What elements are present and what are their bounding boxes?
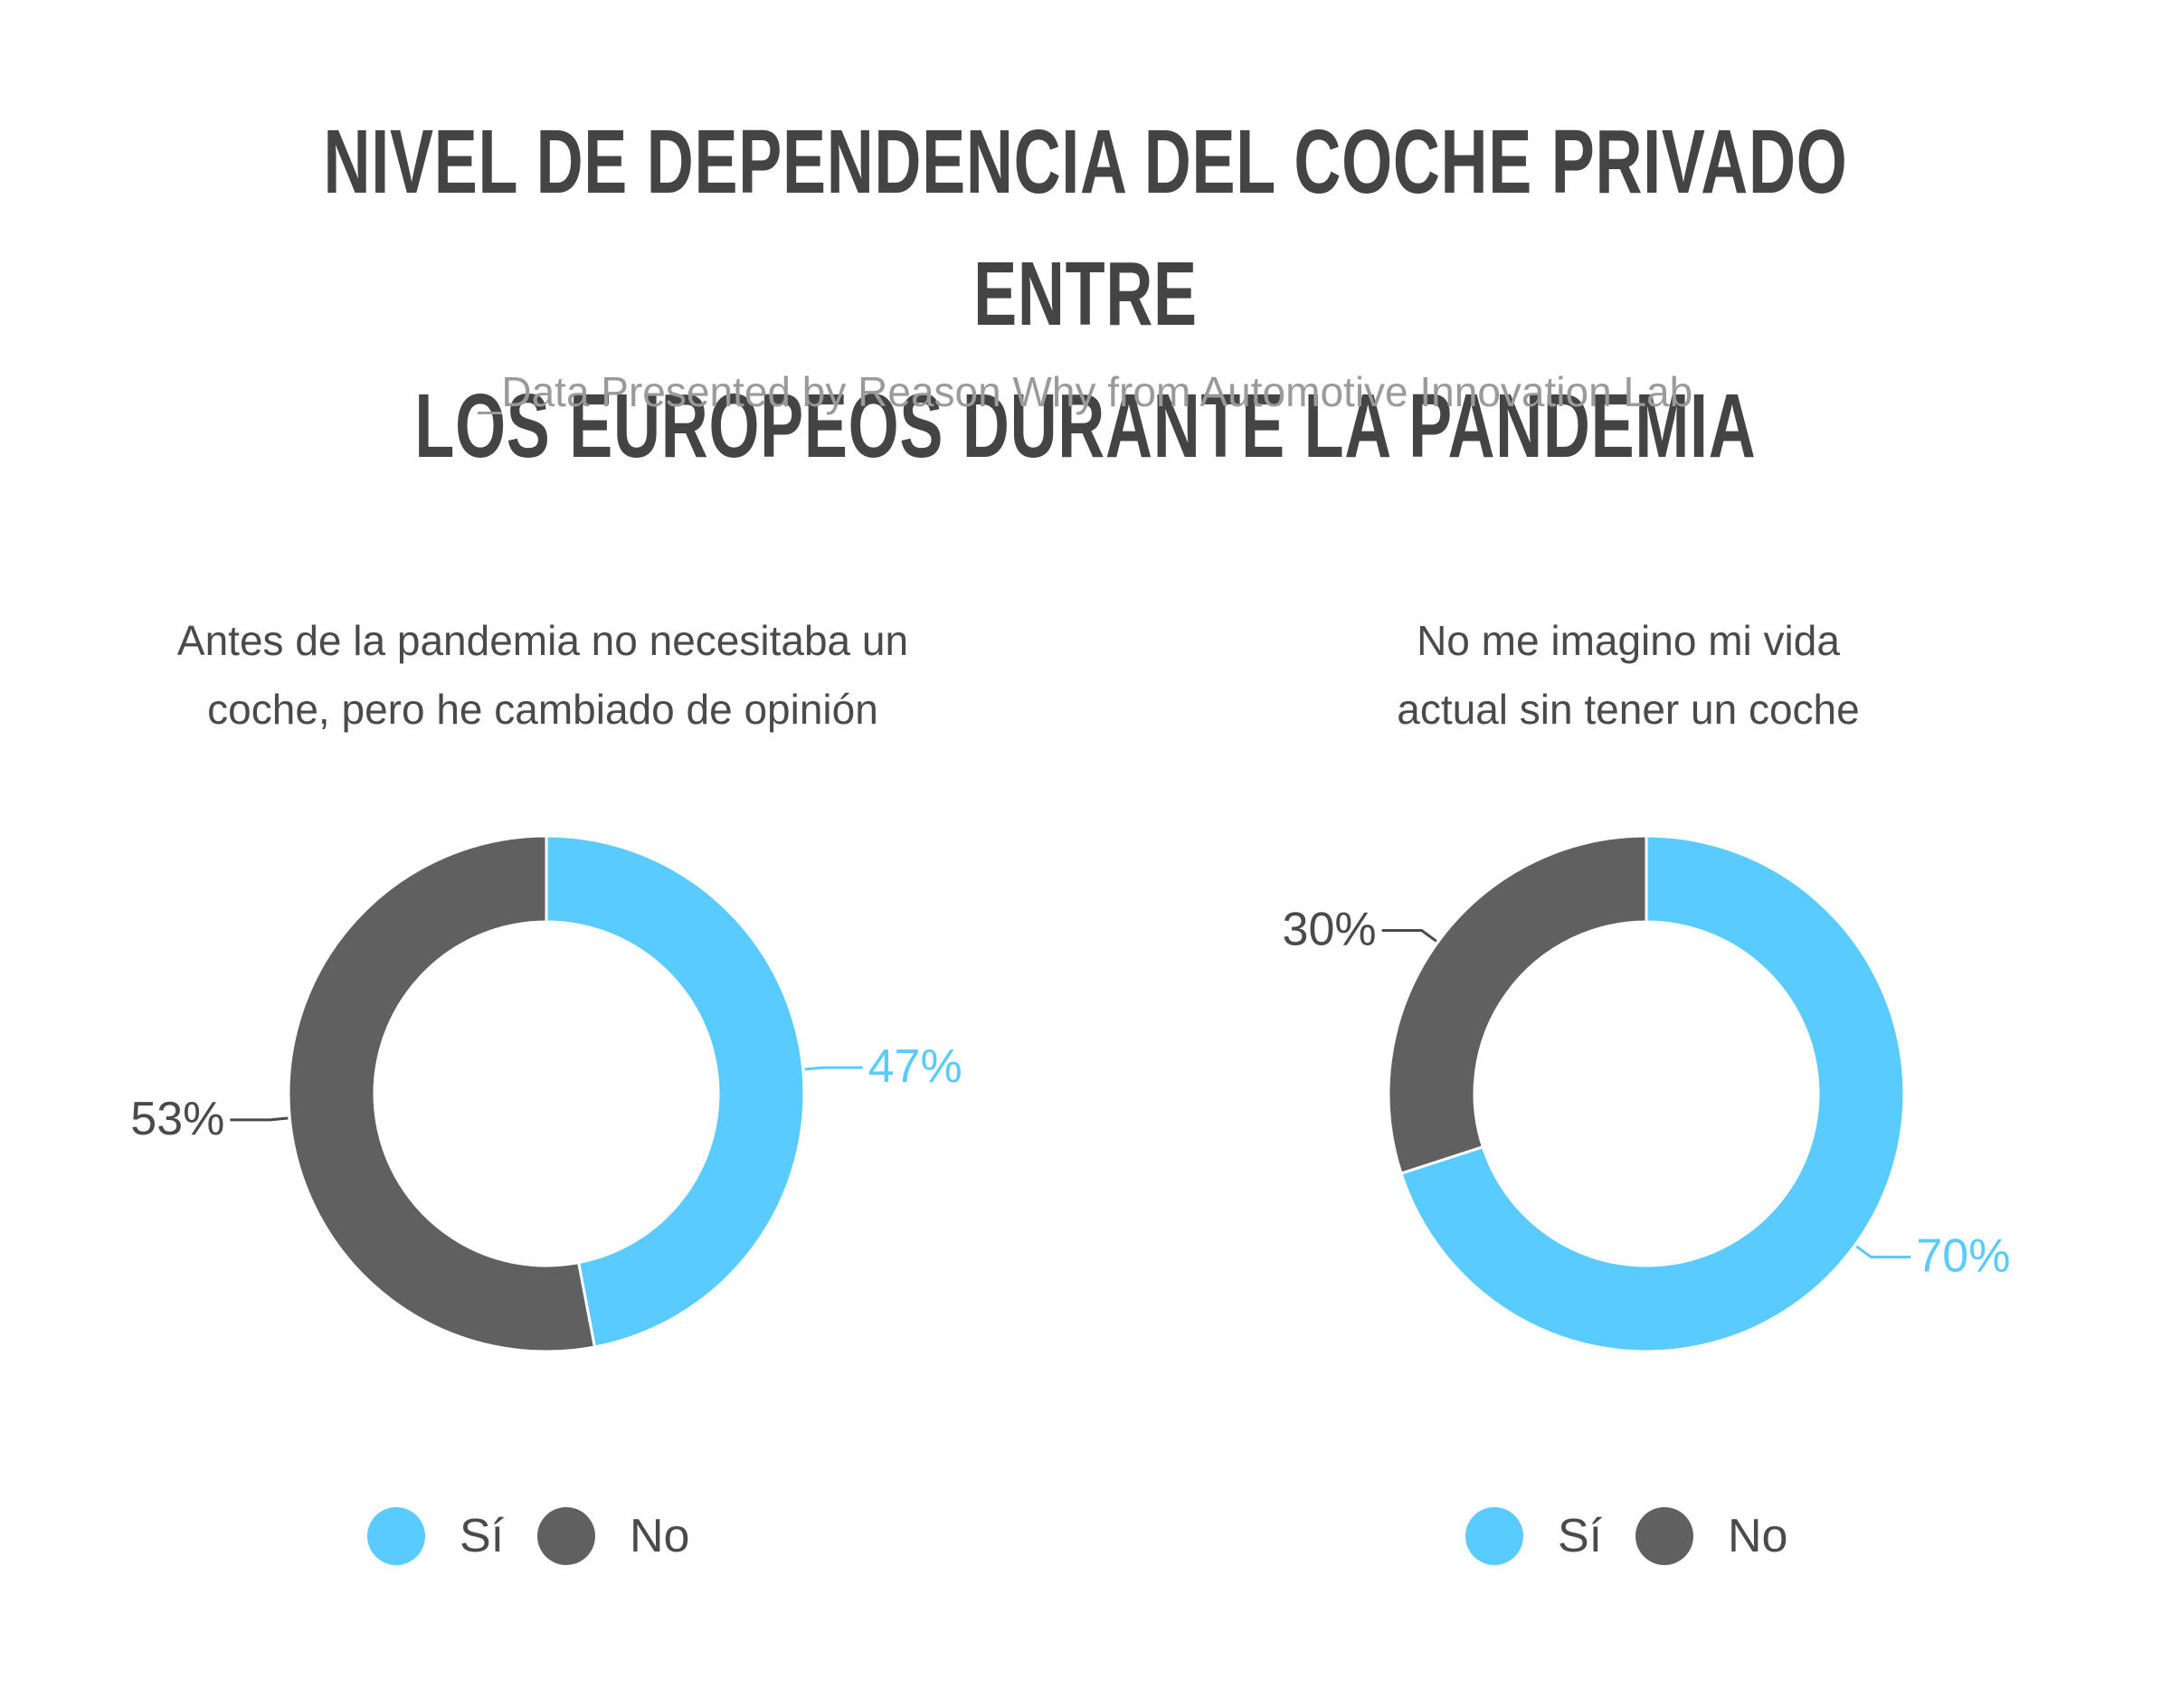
- slice-si: [1399, 834, 1906, 1353]
- chart-title-line-2: actual sin tener un coche: [1397, 686, 1860, 733]
- page-title: NIVEL DE DEPENDENCIA DEL COCHE PRIVADO E…: [0, 96, 2171, 492]
- legend-item-si: Sí: [367, 1500, 504, 1572]
- slice-no: [287, 834, 597, 1353]
- page-subtitle: _Data Presented by Reason Why from Autom…: [478, 368, 1693, 415]
- chart-title-line-1: Antes de la pandemia no necesitaba un: [176, 617, 909, 664]
- legend-swatch-no: [537, 1507, 595, 1565]
- chart-title-line-2: coche, pero he cambiado de opinión: [207, 686, 878, 733]
- page-title-line-2: LOS EUROPEOS DURANTE LA PANDEMIA: [414, 375, 1757, 477]
- legend-label-si: Sí: [1558, 1510, 1603, 1562]
- data-label-si: 70%: [1916, 1229, 2010, 1282]
- donut-chart-1: Antes de la pandemia no necesitaba un co…: [0, 588, 1086, 1628]
- data-label-si: 47%: [868, 1040, 962, 1093]
- slice-no: [1387, 834, 1648, 1175]
- legend-swatch-no: [1635, 1507, 1693, 1565]
- chart-legend: Sí No: [1086, 1500, 2171, 1572]
- donut-svg: 70% 30%: [1283, 834, 2010, 1353]
- leader-line-si: [804, 1066, 863, 1071]
- slice-si: [545, 834, 806, 1349]
- legend-item-no: No: [537, 1500, 689, 1572]
- legend-item-si: Sí: [1465, 1500, 1602, 1572]
- legend-label-no: No: [1728, 1510, 1788, 1562]
- leader-line-si: [1855, 1245, 1911, 1258]
- leader-line-no: [1381, 929, 1437, 943]
- donut-chart-2: No me imagino mi vida actual sin tener u…: [1086, 588, 2171, 1628]
- chart-legend: Sí No: [0, 1500, 1086, 1572]
- chart-title: Antes de la pandemia no necesitaba un co…: [0, 606, 1086, 744]
- chart-title: No me imagino mi vida actual sin tener u…: [1086, 606, 2171, 744]
- data-label-no: 53%: [130, 1093, 224, 1145]
- donut-svg: 47% 53%: [130, 834, 962, 1353]
- legend-label-no: No: [630, 1510, 690, 1562]
- legend-swatch-si: [1465, 1507, 1523, 1565]
- chart-title-line-1: No me imagino mi vida: [1417, 617, 1840, 664]
- leader-line-no: [230, 1116, 289, 1122]
- page-title-line-1: NIVEL DE DEPENDENCIA DEL COCHE PRIVADO E…: [323, 111, 1848, 345]
- legend-swatch-si: [367, 1507, 425, 1565]
- legend-label-si: Sí: [460, 1510, 505, 1562]
- legend-item-no: No: [1635, 1500, 1787, 1572]
- data-label-no: 30%: [1283, 904, 1377, 956]
